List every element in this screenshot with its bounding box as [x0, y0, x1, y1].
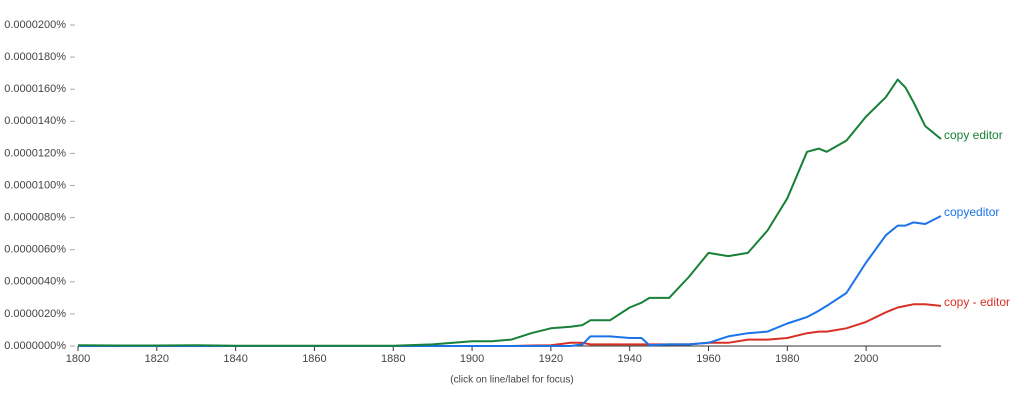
x-tick-label: 1920 [539, 353, 563, 365]
x-tick-label: 1820 [145, 353, 169, 365]
x-tick-label: 1980 [775, 353, 799, 365]
x-tick-label: 1840 [223, 353, 247, 365]
y-tick-label: 0.0000160% [4, 83, 66, 95]
series-line[interactable] [78, 215, 942, 347]
x-tick-label: 1800 [66, 353, 90, 365]
y-tick-label: 0.0000120% [4, 147, 66, 159]
legend-label[interactable]: copy editor [944, 128, 1003, 142]
x-tick-label: 1900 [460, 353, 484, 365]
y-tick-label: 0.0000000% [4, 340, 66, 352]
y-tick-label: 0.0000060% [4, 244, 66, 256]
x-tick-label: 1880 [381, 353, 405, 365]
x-tick-label: 2000 [854, 353, 878, 365]
y-tick-label: 0.0000040% [4, 276, 66, 288]
y-tick-label: 0.0000140% [4, 115, 66, 127]
series-line[interactable] [77, 78, 942, 347]
y-tick-label: 0.0000080% [4, 212, 66, 224]
y-tick-label: 0.0000200% [4, 19, 66, 31]
x-tick-label: 1960 [696, 353, 720, 365]
note: (click on line/label for focus) [450, 375, 573, 386]
y-tick-label: 0.0000020% [4, 308, 66, 320]
x-tick-label: 1940 [617, 353, 641, 365]
legend-label[interactable]: copyeditor [944, 205, 999, 219]
x-tick-label: 1860 [302, 353, 326, 365]
y-tick-label: 0.0000100% [4, 179, 66, 191]
y-tick-label: 0.0000180% [4, 51, 66, 63]
legend-label[interactable]: copy - editor [944, 295, 1010, 309]
